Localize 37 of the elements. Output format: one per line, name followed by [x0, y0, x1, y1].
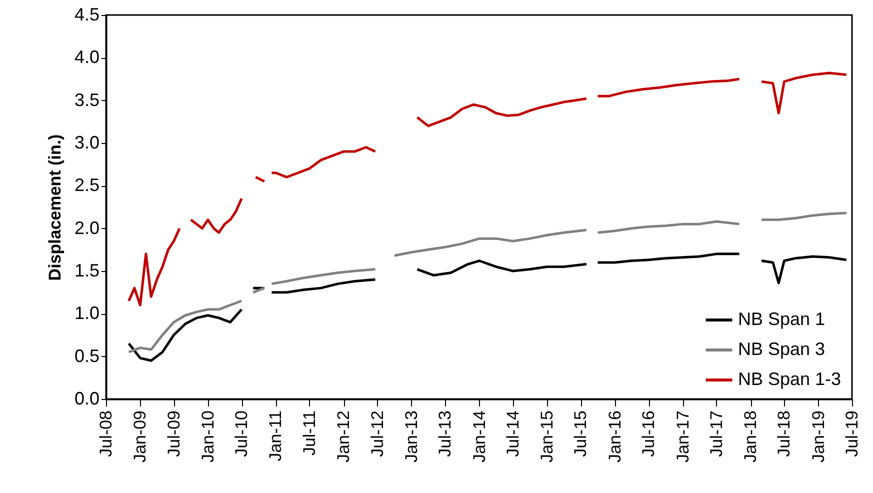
- x-tick-label: Jul-11: [300, 410, 319, 456]
- y-tick-label: 0.5: [74, 346, 100, 366]
- y-tick-label: 1.5: [74, 260, 100, 280]
- x-tick-label: Jan-13: [402, 410, 421, 462]
- x-tick-label: Jul-15: [571, 410, 590, 457]
- x-tick-label: Jul-17: [706, 410, 726, 457]
- x-tick-label: Jul-13: [436, 410, 455, 457]
- x-tick-label: Jul-12: [368, 410, 387, 457]
- x-tick-label: Jan-14: [470, 410, 489, 462]
- x-tick-label: Jul-14: [503, 410, 522, 457]
- x-tick-label: Jul-18: [774, 410, 794, 457]
- y-tick-label: 0.0: [74, 388, 100, 408]
- x-tick-label: Jul-10: [232, 410, 252, 457]
- y-tick-label: 3.5: [74, 90, 100, 110]
- legend-label: NB Span 1: [738, 309, 826, 329]
- legend-label: NB Span 1-3: [738, 369, 842, 389]
- x-tick-label: Jul-16: [639, 410, 658, 457]
- y-axis-title: Displacement (in.): [45, 134, 64, 281]
- legend-label: NB Span 3: [738, 339, 826, 359]
- x-tick-label: Jan-11: [266, 410, 286, 462]
- x-tick-label: Jan-17: [673, 410, 692, 462]
- x-tick-label: Jul-19: [842, 410, 862, 457]
- y-tick-label: 4.0: [74, 47, 100, 68]
- x-tick-label: Jan-18: [741, 410, 760, 462]
- y-tick-label: 2.0: [74, 218, 100, 238]
- x-tick-label: Jan-09: [130, 410, 150, 462]
- x-tick-label: Jan-19: [808, 410, 828, 462]
- x-tick-label: Jul-08: [96, 410, 116, 457]
- y-tick-label: 4.5: [74, 4, 100, 24]
- x-tick-label: Jul-09: [164, 410, 184, 457]
- x-tick-label: Jan-12: [334, 410, 354, 462]
- y-tick-label: 3.0: [74, 132, 100, 152]
- y-tick-label: 1.0: [74, 303, 100, 324]
- x-tick-label: Jan-16: [605, 410, 624, 462]
- x-tick-label: Jan-15: [538, 410, 557, 462]
- y-tick-label: 2.5: [74, 175, 100, 196]
- x-tick-label: Jan-10: [198, 410, 218, 462]
